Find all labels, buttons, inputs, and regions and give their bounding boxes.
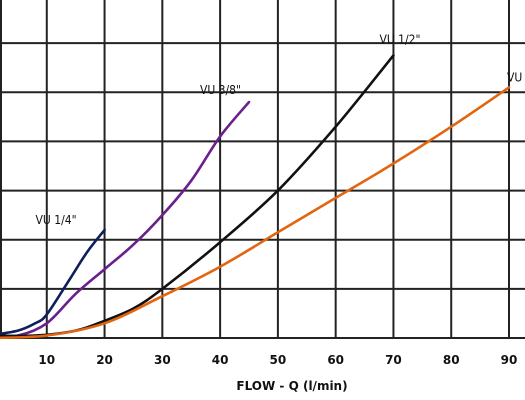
x-tick-labels: 10 20 30 40 50 60 70 80 90 [38,353,517,367]
x-tick-label: 10 [38,353,55,367]
x-tick-label: 50 [270,353,287,367]
x-axis-title: FLOW - Q (l/min) [236,379,347,393]
series-line [0,100,251,338]
x-tick-label: 20 [96,353,113,367]
x-tick-label: 90 [501,353,518,367]
x-tick-label: 80 [443,353,460,367]
series-line [0,228,106,336]
x-tick-label: 30 [154,353,171,367]
series-line [0,86,511,340]
series-label: VU 1/4" [35,213,76,227]
x-tick-label: 60 [327,353,344,367]
series-labels: VU 1/4" VU 3/8" VU 1/2" VU 3 [35,32,525,226]
series-label: VU 3 [507,70,525,84]
series-label: VU 1/2" [379,32,420,46]
chart-grid [0,0,525,339]
x-tick-label: 70 [385,353,402,367]
series-label: VU 3/8" [200,83,241,97]
x-tick-label: 40 [212,353,229,367]
series-lines [0,54,511,340]
